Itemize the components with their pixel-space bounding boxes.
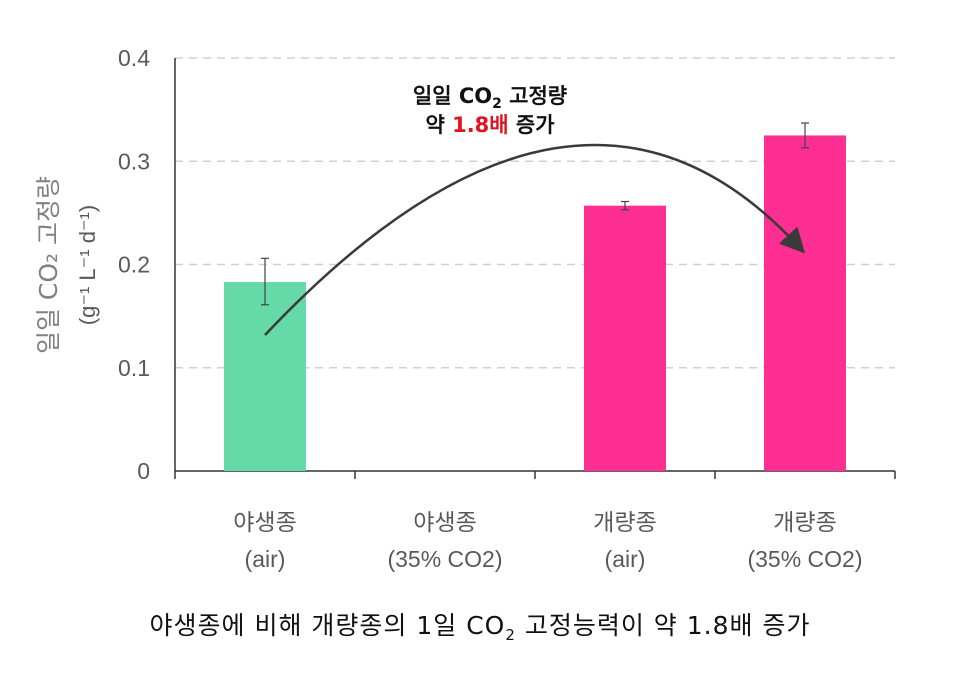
y-tick-label: 0.3 [118, 148, 150, 174]
y-tick-label: 0.4 [118, 45, 150, 71]
x-tick-sublabel: (35% CO2) [747, 546, 862, 572]
x-tick-label: 개량종 [773, 510, 836, 536]
y-axis-label: 일일 CO₂ 고정량 [34, 176, 63, 354]
bar-chart: 0 0.1 0.2 0.3 0.4 야생종 (air) 야생종 (35% CO2) 개량종 (air… [34, 45, 896, 572]
y-tick-label: 0 [137, 458, 150, 484]
x-tick-sublabel: (35% CO2) [387, 546, 502, 572]
x-tick-label: 개량종 [593, 510, 656, 536]
caption-text: 야생종에 비해 개량종의 1일 CO [149, 611, 506, 640]
annotation-line1: 일일 CO2 고정량 [413, 84, 567, 112]
chart-caption: 야생종에 비해 개량종의 1일 CO2 고정능력이 약 1.8배 증가 [0, 606, 960, 644]
caption-subscript: 2 [505, 626, 516, 644]
x-tick-label: 야생종 [233, 510, 296, 536]
annotation-line2: 약 1.8배 증가 [425, 113, 555, 137]
x-tick-label: 야생종 [413, 510, 476, 536]
caption-text-suffix: 고정능력이 약 1.8배 증가 [515, 611, 811, 640]
x-tick-sublabel: (air) [605, 546, 646, 572]
bar [584, 205, 666, 471]
x-tick-sublabel: (air) [245, 546, 286, 572]
y-tick-label: 0.2 [118, 252, 150, 278]
trend-arrow [264, 143, 806, 336]
y-tick-label: 0.1 [118, 355, 150, 381]
bar [764, 135, 846, 471]
y-axis-unit: (g⁻¹ L⁻¹ d⁻¹) [75, 205, 100, 325]
bar [224, 282, 306, 471]
